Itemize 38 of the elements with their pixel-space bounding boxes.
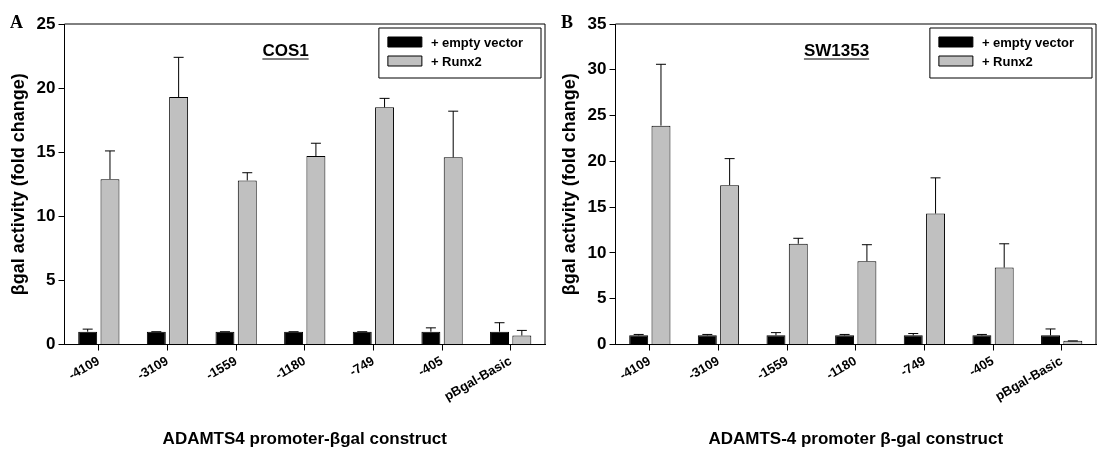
x-tick-label: -1559 bbox=[203, 352, 240, 383]
text: COS1 bbox=[262, 41, 309, 60]
x-tick-label: -4109 bbox=[616, 352, 654, 383]
x-axis-title: ADAMTS4 promoter-βgal construct bbox=[162, 429, 448, 449]
x-tick-label: -749 bbox=[897, 352, 928, 379]
x-axis-title: ADAMTS-4 promoter β-gal construct bbox=[708, 429, 1004, 449]
y-tick-label: 5 bbox=[597, 288, 607, 308]
y-tick-label: 15 bbox=[587, 196, 607, 216]
y-tick-label: 0 bbox=[597, 334, 607, 354]
y-tick-label: 15 bbox=[36, 141, 56, 161]
text: A bbox=[10, 11, 23, 32]
legend-label: + Runx2 bbox=[981, 53, 1033, 69]
x-tick-label: -1559 bbox=[754, 352, 791, 383]
y-axis-title: βgal activity (fold change) bbox=[7, 73, 28, 296]
y-tick-label: 25 bbox=[587, 105, 607, 125]
y-tick-label: 20 bbox=[587, 151, 607, 171]
x-tick-label: -3109 bbox=[134, 352, 171, 383]
y-tick-label: 10 bbox=[587, 242, 607, 262]
legend-label: + Runx2 bbox=[430, 53, 482, 69]
y-tick-label: 10 bbox=[36, 206, 56, 225]
x-tick-label: -749 bbox=[346, 352, 377, 379]
x-tick-label: -3109 bbox=[685, 352, 722, 383]
text: B bbox=[561, 11, 574, 32]
x-tick-label: -405 bbox=[415, 352, 446, 379]
x-tick-label: -405 bbox=[966, 352, 997, 379]
text: SW1353 bbox=[803, 41, 870, 60]
y-tick-label: 0 bbox=[46, 334, 56, 354]
x-tick-label: -1180 bbox=[272, 352, 309, 383]
legend-label: + empty vector bbox=[430, 34, 523, 50]
y-tick-label: 20 bbox=[36, 77, 56, 97]
x-tick-label: -1180 bbox=[823, 352, 860, 383]
y-tick-label: 35 bbox=[587, 13, 607, 33]
y-tick-label: 5 bbox=[46, 270, 56, 290]
y-axis-title: βgal activity (fold change) bbox=[558, 73, 579, 296]
x-tick-label: -4109 bbox=[65, 352, 103, 383]
y-tick-label: 30 bbox=[587, 59, 607, 79]
y-tick-label: 25 bbox=[36, 13, 56, 33]
legend-label: + empty vector bbox=[981, 34, 1074, 50]
